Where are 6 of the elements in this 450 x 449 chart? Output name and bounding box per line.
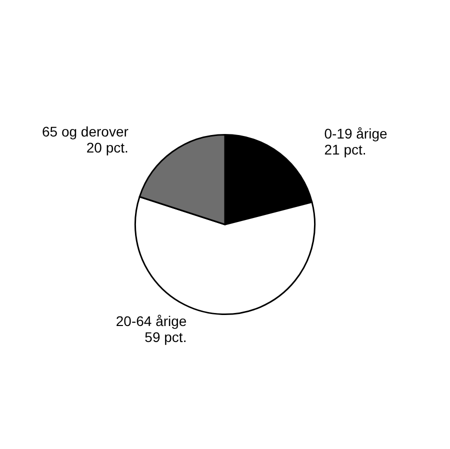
data-label: 21 pct. bbox=[324, 142, 366, 158]
data-label: 59 pct. bbox=[144, 329, 187, 346]
slice-label: 65 og derover bbox=[42, 124, 129, 140]
data-label: 20 pct. bbox=[86, 140, 128, 156]
slice-label: 20-64 årige bbox=[116, 313, 187, 330]
slice-label: 0-19 årige bbox=[324, 126, 388, 142]
